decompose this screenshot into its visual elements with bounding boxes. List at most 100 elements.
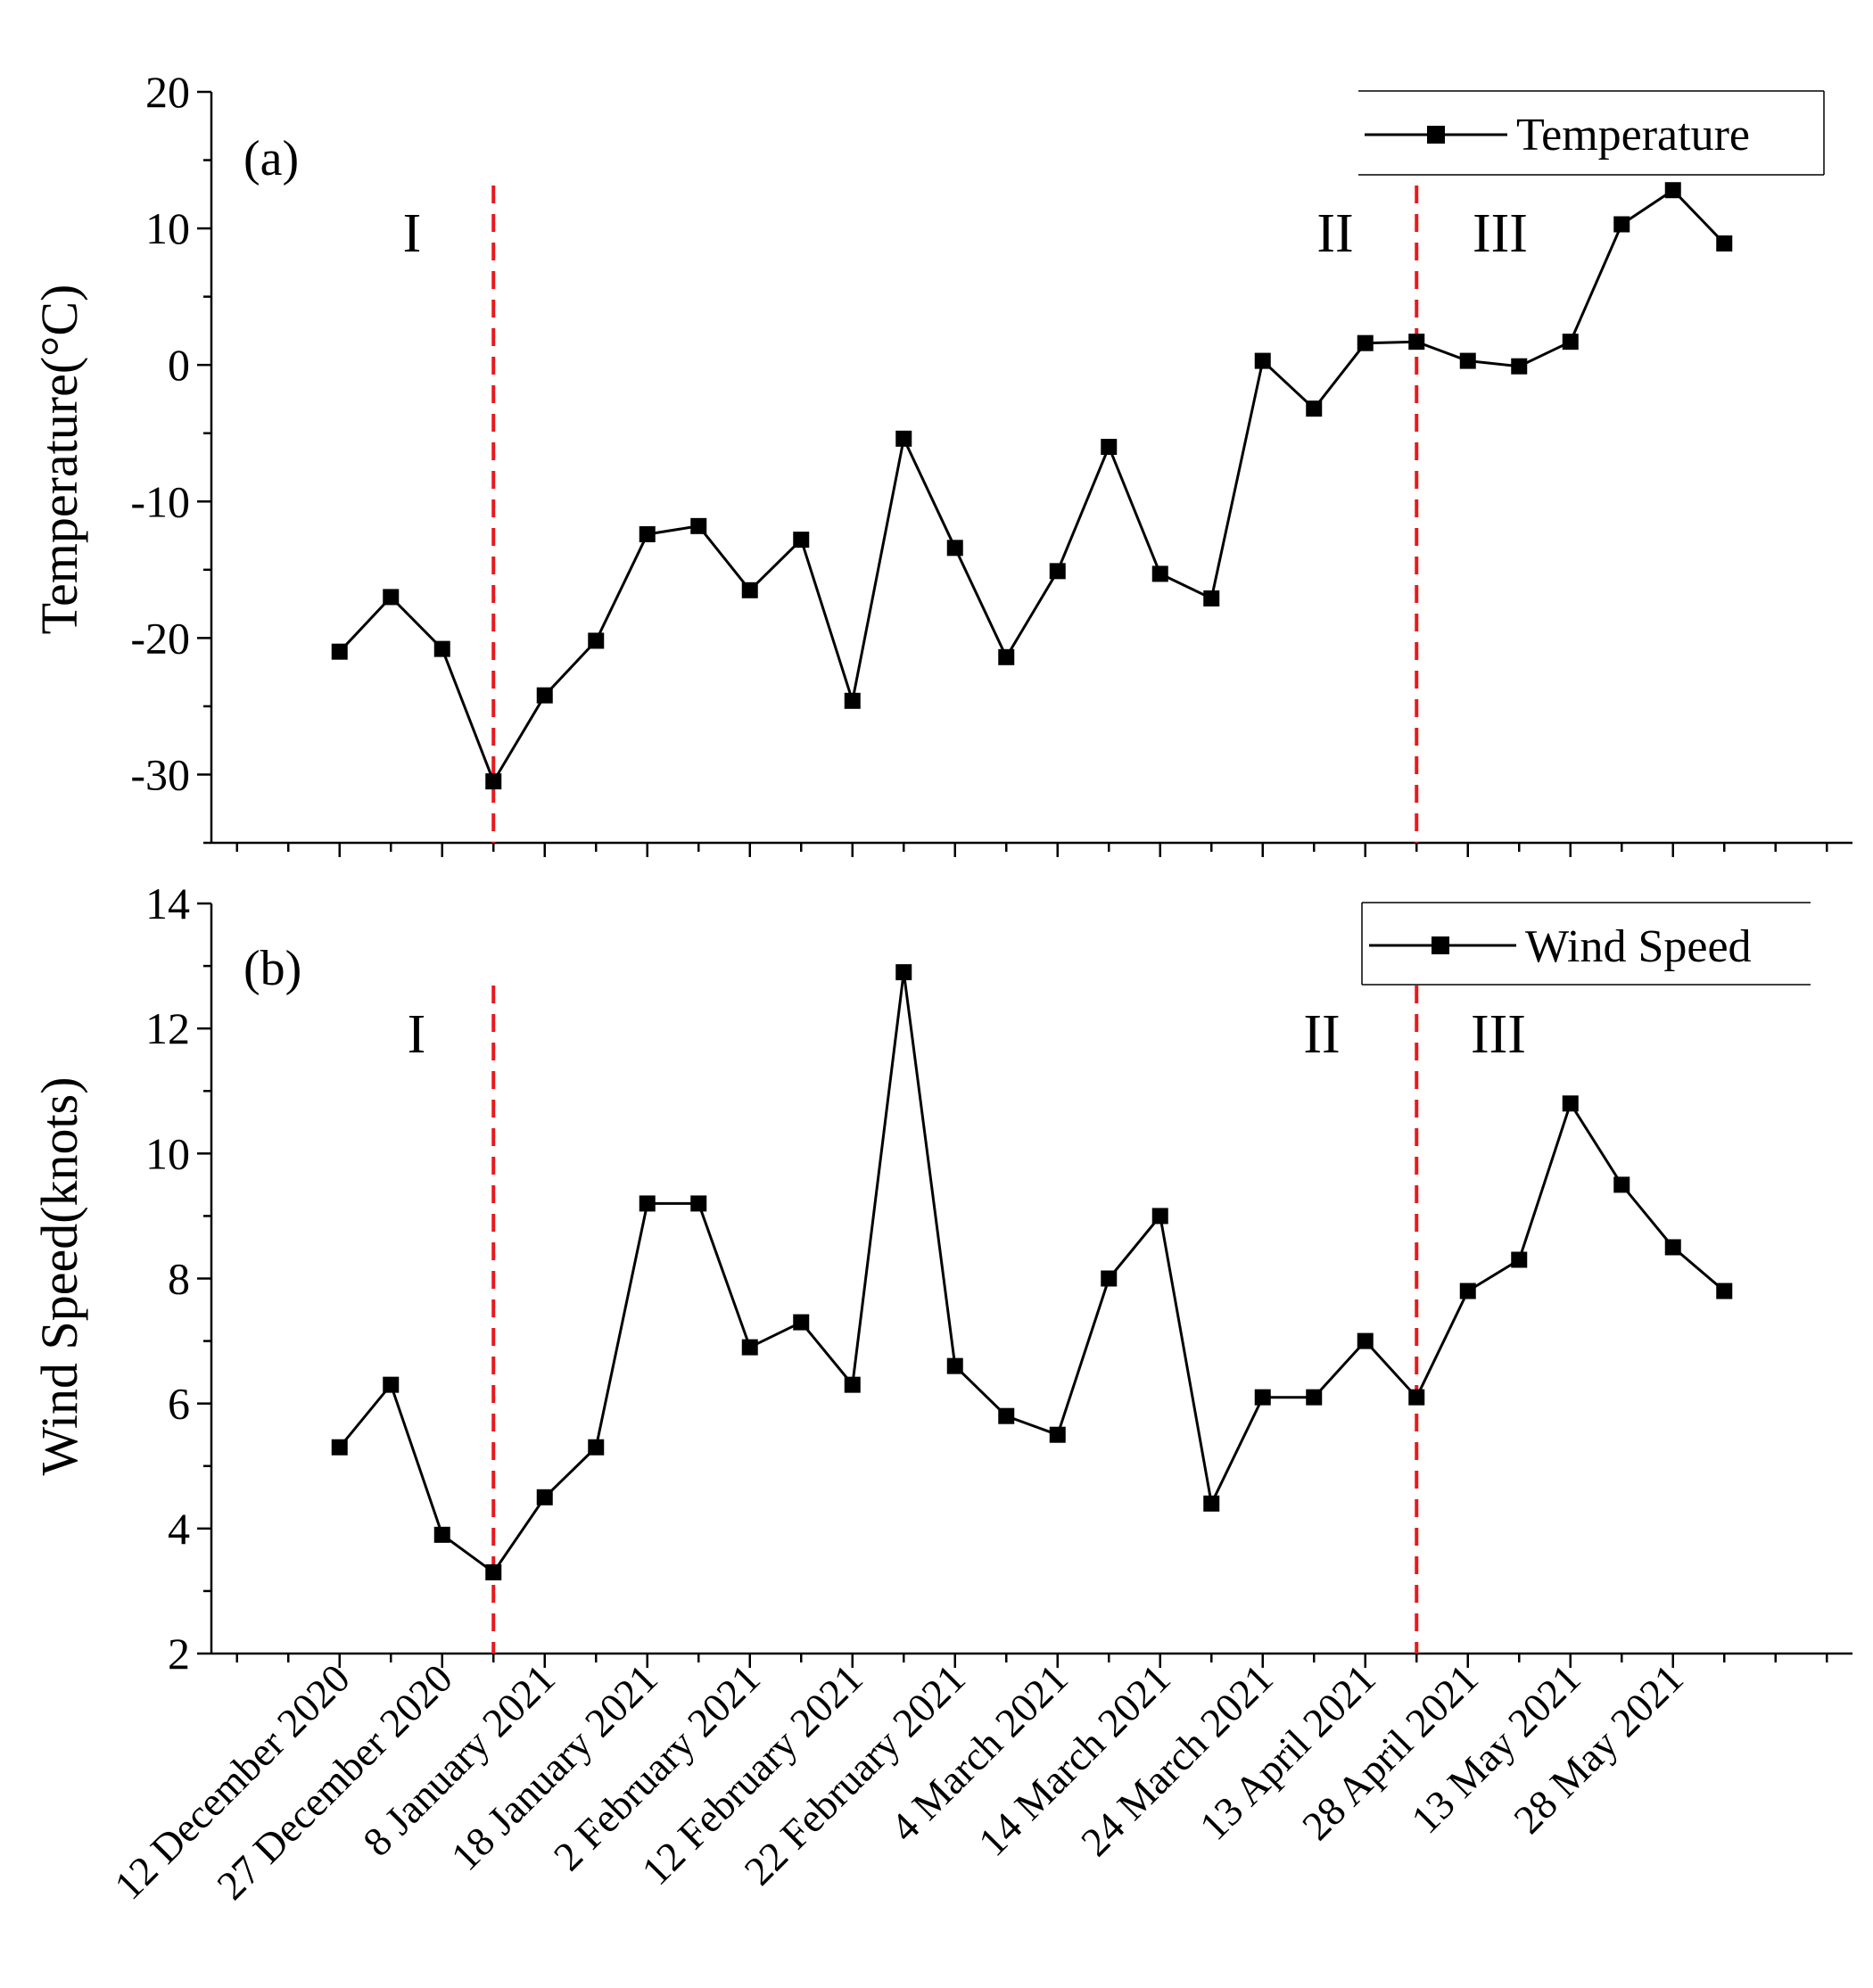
- wind-speed-data-point: [1613, 1176, 1630, 1193]
- wind-speed-y-tick-label: 14: [145, 879, 190, 928]
- wind-speed-line: [338, 971, 1726, 1575]
- wind-speed-y-tick-label: 6: [168, 1379, 190, 1429]
- wind-speed-data-point: [793, 1314, 810, 1331]
- wind-speed-data-point: [895, 964, 912, 981]
- temperature-region-label-i: I: [403, 203, 422, 264]
- wind-speed-region-label-i: I: [408, 1004, 426, 1065]
- temperature-y-axis-title: Temperature(°C): [30, 285, 88, 635]
- wind-speed-x-ticks: [235, 1654, 1828, 1668]
- temperature-data-point: [998, 648, 1015, 665]
- temperature-data-point: [1203, 590, 1220, 606]
- temperature-data-point: [536, 687, 553, 704]
- wind-speed-data-point: [383, 1376, 400, 1393]
- temperature-data-point: [844, 692, 861, 709]
- temperature-y-tick-label: 10: [145, 203, 190, 253]
- temperature-data-point: [690, 517, 707, 534]
- temperature-data-point: [741, 582, 758, 598]
- temperature-line: [338, 188, 1726, 785]
- temperature-legend-marker: [1427, 126, 1445, 144]
- wind-speed-data-point: [1511, 1251, 1528, 1268]
- temperature-data-point: [331, 643, 348, 660]
- wind-speed-data-point: [1459, 1283, 1476, 1299]
- wind-speed-data-point: [1306, 1389, 1323, 1406]
- wind-speed-series: [331, 964, 1733, 1580]
- wind-speed-y-tick-label: 12: [145, 1003, 190, 1053]
- wind-speed-data-point: [1254, 1389, 1271, 1406]
- wind-speed-y-tick-label: 2: [168, 1629, 190, 1679]
- wind-speed-data-point: [690, 1195, 707, 1212]
- temperature-y-ticks: -30 -20 -10 0 10 20: [130, 67, 211, 845]
- temperature-region-label-iii: III: [1473, 203, 1528, 264]
- temperature-legend: Temperature: [1358, 90, 1825, 176]
- wind-speed-y-axis-title: Wind Speed(knots): [30, 1076, 88, 1475]
- wind-speed-data-point: [998, 1407, 1015, 1424]
- temperature-data-point: [588, 632, 605, 649]
- temperature-data-point: [1357, 334, 1374, 351]
- temperature-data-point: [1664, 182, 1681, 199]
- wind-speed-region-label-ii: II: [1303, 1004, 1340, 1065]
- wind-speed-data-point: [1562, 1095, 1579, 1112]
- temperature-data-point: [1408, 334, 1425, 351]
- temperature-region-dividers: [491, 186, 1419, 843]
- wind-speed-legend-marker: [1432, 936, 1449, 954]
- temperature-x-ticks: [235, 843, 1828, 857]
- temperature-data-point: [433, 640, 450, 657]
- temperature-series: [331, 182, 1733, 790]
- wind-speed-region-label-iii: III: [1471, 1004, 1526, 1065]
- wind-speed-data-point: [1357, 1332, 1374, 1349]
- wind-speed-y-tick-label: 8: [168, 1254, 190, 1304]
- wind-speed-y-tick-label: 4: [168, 1504, 190, 1554]
- wind-speed-data-point: [639, 1195, 656, 1212]
- temperature-axes-frame: [210, 92, 1852, 845]
- wind-speed-data-point: [844, 1376, 861, 1393]
- wind-speed-region-dividers: [491, 986, 1419, 1654]
- temperature-data-point: [1716, 235, 1733, 252]
- temperature-data-point: [1459, 352, 1476, 369]
- wind-speed-legend-label: Wind Speed: [1525, 921, 1752, 972]
- temperature-data-point: [1562, 334, 1579, 351]
- temperature-data-point: [383, 589, 400, 606]
- temperature-y-tick-label: -30: [130, 749, 190, 799]
- temperature-y-tick-label: 20: [145, 67, 190, 117]
- wind-speed-data-point: [536, 1489, 553, 1505]
- wind-speed-data-point: [1408, 1389, 1425, 1406]
- wind-speed-data-point: [1049, 1426, 1066, 1443]
- wind-speed-data-point: [1203, 1495, 1220, 1512]
- wind-speed-data-point: [946, 1357, 963, 1374]
- temperature-data-point: [1254, 352, 1271, 369]
- temperature-data-point: [1306, 400, 1323, 417]
- temperature-data-point: [793, 532, 810, 549]
- wind-speed-data-point: [1101, 1270, 1118, 1287]
- wind-speed-data-point: [485, 1563, 502, 1580]
- wind-speed-panel-label: (b): [243, 941, 301, 996]
- wind-speed-data-point: [1151, 1208, 1168, 1225]
- wind-speed-panel: 2 4 6 8 10 12 14 Wind Speed(knots) (b) I II II…: [30, 879, 1852, 1679]
- temperature-data-point: [639, 526, 656, 543]
- temperature-y-tick-label: -20: [130, 613, 190, 663]
- wind-speed-y-tick-label: 10: [145, 1128, 190, 1178]
- wind-speed-data-point: [1664, 1239, 1681, 1256]
- temperature-data-point: [1613, 216, 1630, 233]
- wind-speed-axes-frame: [210, 903, 1852, 1655]
- temperature-data-point: [1151, 565, 1168, 582]
- wind-speed-data-point: [331, 1439, 348, 1456]
- temperature-data-point: [946, 540, 963, 557]
- temperature-data-point: [1511, 358, 1528, 375]
- temperature-y-tick-label: -10: [130, 476, 190, 526]
- x-axis-category-label: 4 March 2021: [881, 1655, 1077, 1851]
- wind-speed-data-point: [433, 1526, 450, 1543]
- wind-speed-data-point: [741, 1339, 758, 1356]
- temperature-panel-label: (a): [243, 131, 299, 186]
- temperature-data-point: [1049, 563, 1066, 580]
- temperature-data-point: [485, 773, 502, 790]
- temperature-region-label-ii: II: [1316, 203, 1353, 264]
- temperature-legend-label: Temperature: [1516, 110, 1750, 161]
- wind-speed-y-ticks: 2 4 6 8 10 12 14: [145, 879, 211, 1679]
- temperature-data-point: [895, 430, 912, 447]
- wind-speed-legend: Wind Speed: [1361, 902, 1811, 986]
- temperature-y-tick-label: 0: [168, 340, 190, 390]
- temperature-data-point: [1101, 439, 1118, 456]
